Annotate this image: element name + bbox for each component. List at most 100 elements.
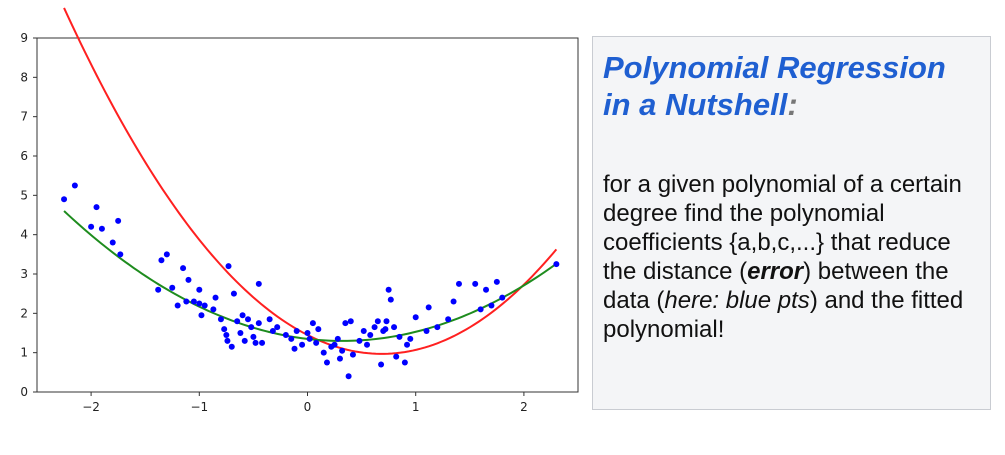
data-point <box>174 302 181 309</box>
data-point <box>387 296 394 303</box>
x-tick-label: −2 <box>82 400 100 414</box>
data-point <box>331 341 338 348</box>
data-point <box>109 239 116 246</box>
data-point <box>320 349 327 356</box>
data-point <box>163 251 170 258</box>
data-point <box>450 298 457 305</box>
data-point <box>201 302 208 309</box>
polynomial-regression-chart: −2 −1 0 1 2 0 1 2 3 4 5 6 7 8 9 <box>20 7 579 414</box>
data-point <box>423 328 430 335</box>
data-point <box>255 320 262 327</box>
data-point <box>230 290 237 297</box>
data-point <box>183 298 190 305</box>
data-point <box>371 324 378 331</box>
data-point <box>342 320 349 327</box>
data-point <box>241 337 248 344</box>
data-point <box>315 326 322 333</box>
body-italic-note: here: blue pts <box>664 287 810 314</box>
y-tick-label: 2 <box>20 306 28 320</box>
explanation-panel: Polynomial Regression in a Nutshell: for… <box>592 36 991 410</box>
data-point <box>477 306 484 313</box>
data-point <box>98 225 105 232</box>
data-point <box>306 335 313 342</box>
data-point <box>401 359 408 366</box>
panel-title: Polynomial Regression in a Nutshell: <box>603 49 978 123</box>
panel-body: for a given polynomial of a certain degr… <box>603 170 978 344</box>
body-text-2: ) between the data ( <box>603 258 949 314</box>
data-point <box>345 373 352 380</box>
data-point <box>378 361 385 368</box>
data-point <box>434 324 441 331</box>
body-text-1: for a given polynomial of a certain degr… <box>603 171 962 285</box>
data-point <box>190 298 197 305</box>
data-point <box>455 280 462 287</box>
data-point <box>266 316 273 323</box>
data-point <box>396 333 403 340</box>
data-point <box>336 355 343 362</box>
data-point <box>196 300 203 307</box>
data-point <box>313 339 320 346</box>
data-point <box>493 278 500 285</box>
data-point <box>445 316 452 323</box>
data-point <box>61 196 68 203</box>
y-tick-label: 5 <box>20 188 28 202</box>
data-point <box>117 251 124 258</box>
data-point <box>356 337 363 344</box>
data-point <box>155 286 162 293</box>
data-point <box>282 331 289 338</box>
x-tick-label: −1 <box>190 400 208 414</box>
data-point <box>360 328 367 335</box>
data-point <box>252 339 259 346</box>
data-point <box>383 318 390 325</box>
data-point <box>407 335 414 342</box>
data-point <box>334 335 341 342</box>
data-point <box>224 337 231 344</box>
y-tick-label: 7 <box>20 110 28 124</box>
data-points <box>61 182 560 380</box>
data-point <box>88 223 95 230</box>
data-point <box>367 331 374 338</box>
data-point <box>385 286 392 293</box>
data-point <box>196 286 203 293</box>
title-colon: : <box>787 87 798 122</box>
data-point <box>412 314 419 321</box>
data-point <box>309 320 316 327</box>
data-point <box>299 341 306 348</box>
data-point <box>185 276 192 283</box>
title-line-2: in a Nutshell <box>603 87 788 122</box>
x-tick-label: 0 <box>304 400 312 414</box>
data-point <box>250 333 257 340</box>
data-point <box>288 335 295 342</box>
data-point <box>234 318 241 325</box>
x-tick-label: 2 <box>520 400 528 414</box>
data-point <box>223 331 230 338</box>
data-point <box>71 182 78 189</box>
data-point <box>425 304 432 311</box>
data-point <box>217 316 224 323</box>
data-point <box>255 280 262 287</box>
y-tick-label: 6 <box>20 149 28 163</box>
data-point <box>225 263 232 270</box>
data-point <box>169 284 176 291</box>
data-point <box>339 347 346 354</box>
y-tick-label: 9 <box>20 31 28 45</box>
data-point <box>115 217 122 224</box>
data-point <box>293 328 300 335</box>
data-point <box>248 324 255 331</box>
data-point <box>364 341 371 348</box>
data-point <box>180 265 187 272</box>
data-point <box>374 318 381 325</box>
data-point <box>488 302 495 309</box>
data-point <box>228 343 235 350</box>
title-line-1: Polynomial Regression <box>603 50 946 85</box>
data-point <box>221 326 228 333</box>
y-tick-label: 1 <box>20 346 28 360</box>
data-point <box>212 294 219 301</box>
data-point <box>244 316 251 323</box>
data-point <box>499 294 506 301</box>
data-point <box>553 261 560 268</box>
data-point <box>483 286 490 293</box>
data-point <box>304 330 311 336</box>
data-point <box>323 359 330 366</box>
data-point <box>472 280 479 287</box>
